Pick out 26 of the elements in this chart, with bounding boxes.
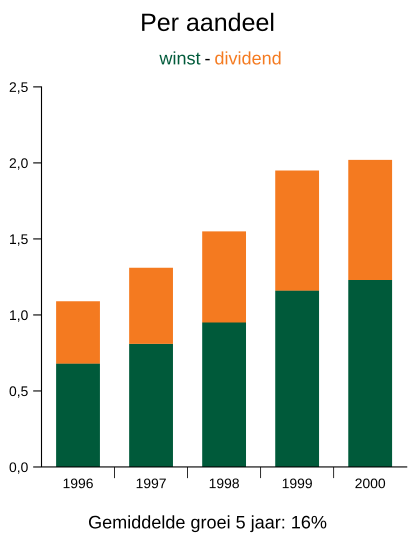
- bar: [202, 231, 246, 323]
- y-tick-label: 0,0: [10, 462, 28, 474]
- text: -: [205, 58, 210, 60]
- x-tick-label: 1998: [210, 478, 239, 488]
- bar: [56, 301, 100, 364]
- bar: [202, 322, 246, 467]
- bar: [275, 290, 320, 467]
- y-tick-label: 1,5: [10, 234, 28, 246]
- x-tick-label: 2000: [355, 478, 386, 488]
- text: winst: [159, 51, 200, 65]
- x-tick-label: 1996: [64, 478, 93, 488]
- text: Gemiddelde groei 5 jaar: 16%: [88, 515, 326, 532]
- chart-title: Per aandeel: [142, 12, 274, 32]
- bar: [275, 170, 320, 291]
- bar: [129, 344, 173, 467]
- text: dividend: [215, 51, 281, 65]
- bar: [348, 160, 392, 280]
- bar: [56, 364, 100, 467]
- y-tick-label: 2,5: [10, 82, 28, 94]
- y-tick-label: 1,0: [10, 310, 28, 322]
- x-tick-label: 1999: [282, 478, 312, 488]
- y-tick-label: 2,0: [10, 158, 28, 170]
- bar: [348, 280, 392, 467]
- y-tick-label: 0,5: [10, 386, 28, 398]
- bar: [129, 268, 173, 344]
- x-tick-label: 1997: [136, 478, 166, 488]
